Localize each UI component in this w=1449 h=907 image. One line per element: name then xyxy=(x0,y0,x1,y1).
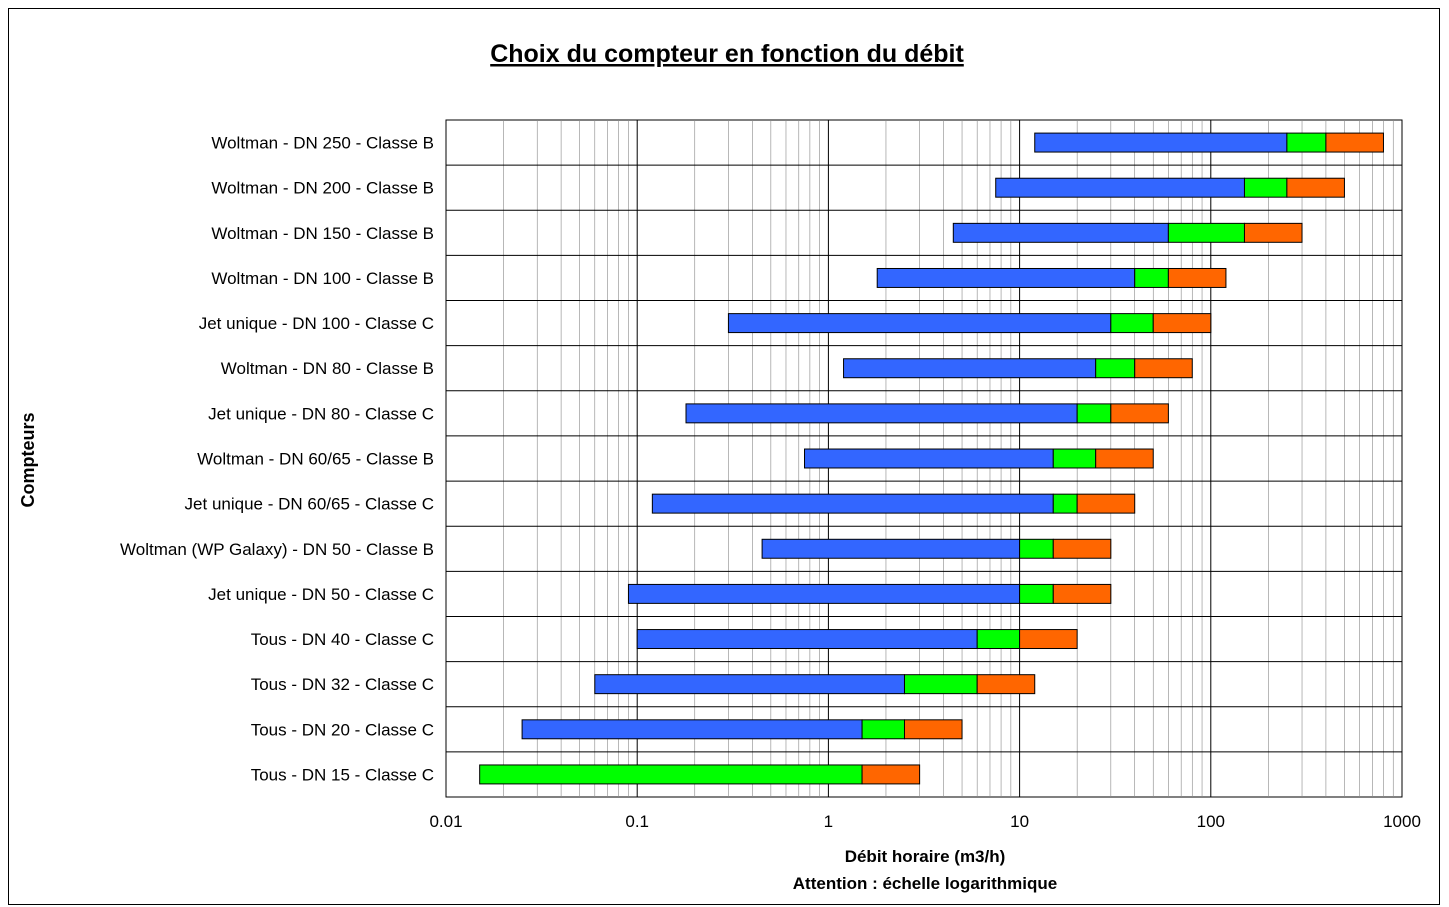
category-label: Tous - DN 40 - Classe C xyxy=(251,630,434,649)
category-label: Woltman - DN 80 - Classe B xyxy=(221,359,434,378)
orange-segment xyxy=(1076,493,1136,514)
orange-segment xyxy=(1134,358,1193,379)
category-label: Woltman - DN 60/65 - Classe B xyxy=(197,450,434,469)
category-label: Woltman - DN 100 - Classe B xyxy=(211,269,434,288)
blue-segment xyxy=(651,493,1054,514)
green-segment xyxy=(1110,313,1154,334)
x-tick-label: 100 xyxy=(1197,812,1225,831)
blue-segment xyxy=(1034,132,1288,153)
orange-segment xyxy=(903,719,963,740)
blue-segment xyxy=(843,358,1097,379)
blue-segment xyxy=(636,629,978,650)
category-label: Tous - DN 15 - Classe C xyxy=(251,765,434,784)
category-labels: Woltman - DN 250 - Classe B Woltman - DN … xyxy=(120,134,434,785)
green-segment xyxy=(1052,493,1078,514)
blue-segment xyxy=(627,583,1021,604)
orange-segment xyxy=(1243,222,1303,243)
green-segment xyxy=(1052,448,1097,469)
category-label: Jet unique - DN 60/65 - Classe C xyxy=(185,495,434,514)
green-segment xyxy=(479,764,863,785)
blue-segment xyxy=(594,674,905,695)
category-label: Jet unique - DN 80 - Classe C xyxy=(208,404,434,423)
category-label: Woltman (WP Galaxy) - DN 50 - Classe B xyxy=(120,540,434,559)
orange-segment xyxy=(1152,313,1212,334)
green-segment xyxy=(1243,177,1288,198)
x-tick-label: 1 xyxy=(824,812,833,831)
category-label: Woltman - DN 150 - Classe B xyxy=(211,224,434,243)
green-segment xyxy=(861,719,905,740)
blue-segment xyxy=(876,267,1136,288)
green-segment xyxy=(1076,403,1112,424)
category-label: Jet unique - DN 100 - Classe C xyxy=(199,314,434,333)
green-segment xyxy=(1167,222,1245,243)
x-tick-label: 0.1 xyxy=(625,812,649,831)
orange-segment xyxy=(1167,267,1227,288)
bars xyxy=(479,132,1384,785)
blue-segment xyxy=(952,222,1169,243)
green-segment xyxy=(1019,583,1054,604)
orange-segment xyxy=(1325,132,1384,153)
green-segment xyxy=(1286,132,1327,153)
orange-segment xyxy=(1019,629,1078,650)
x-tick-label: 1000 xyxy=(1383,812,1421,831)
blue-segment xyxy=(685,403,1078,424)
category-label: Woltman - DN 250 - Classe B xyxy=(211,134,434,153)
orange-segment xyxy=(1052,538,1112,559)
orange-segment xyxy=(976,674,1036,695)
orange-segment xyxy=(861,764,921,785)
category-label: Jet unique - DN 50 - Classe C xyxy=(208,585,434,604)
green-segment xyxy=(1134,267,1169,288)
orange-segment xyxy=(1110,403,1169,424)
category-label: Tous - DN 32 - Classe C xyxy=(251,675,434,694)
orange-segment xyxy=(1286,177,1345,198)
blue-segment xyxy=(804,448,1054,469)
blue-segment xyxy=(995,177,1245,198)
blue-segment xyxy=(761,538,1021,559)
x-axis-label: Débit horaire (m3/h) xyxy=(845,847,1006,866)
blue-segment xyxy=(727,313,1112,334)
blue-segment xyxy=(521,719,863,740)
x-tick-label: 0.01 xyxy=(429,812,462,831)
category-label: Tous - DN 20 - Classe C xyxy=(251,720,434,739)
chart-frame xyxy=(8,8,1440,905)
category-label: Woltman - DN 200 - Classe B xyxy=(211,179,434,198)
orange-segment xyxy=(1052,583,1112,604)
chart-title: Choix du compteur en fonction du débit xyxy=(490,40,964,68)
green-segment xyxy=(1019,538,1054,559)
x-tick-label: 10 xyxy=(1010,812,1029,831)
y-axis-label: Compteurs xyxy=(18,412,38,507)
x-axis-note: Attention : échelle logarithmique xyxy=(793,874,1057,893)
green-segment xyxy=(1095,358,1136,379)
orange-segment xyxy=(1095,448,1154,469)
x-tick-labels: 0.01 0.1 1 10 100 1000 xyxy=(429,812,1420,831)
green-segment xyxy=(976,629,1021,650)
green-segment xyxy=(903,674,978,695)
